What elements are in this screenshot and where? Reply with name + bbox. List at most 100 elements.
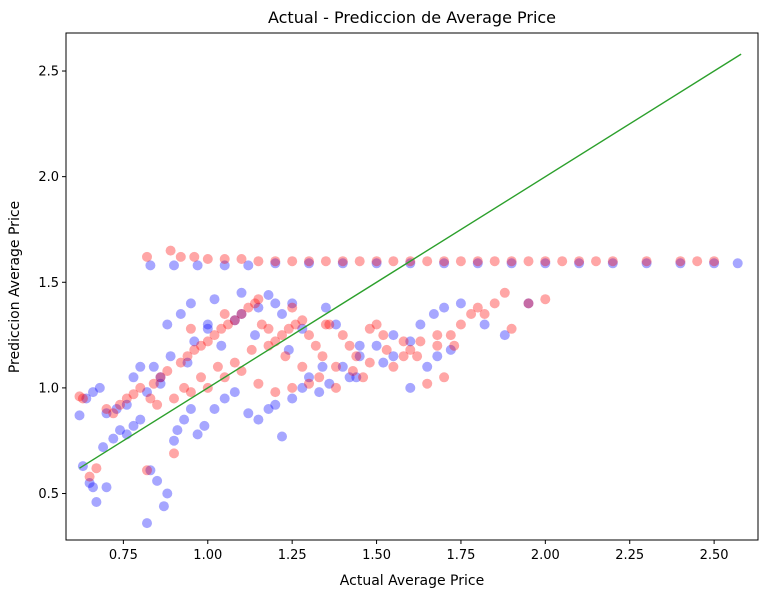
- data-point: [449, 340, 460, 351]
- data-point: [445, 330, 456, 341]
- data-point: [314, 372, 325, 383]
- data-point: [277, 309, 287, 319]
- data-point: [320, 302, 331, 313]
- x-tick-label: 1.00: [193, 548, 222, 563]
- data-point: [185, 323, 196, 334]
- data-point: [196, 340, 206, 351]
- data-point: [287, 393, 298, 404]
- data-point: [337, 258, 348, 269]
- data-point: [219, 260, 230, 271]
- data-point: [283, 344, 294, 355]
- data-point: [358, 372, 369, 383]
- data-point: [466, 309, 477, 319]
- data-point: [287, 256, 298, 267]
- data-point: [709, 256, 720, 267]
- x-tick-label: 0.75: [109, 548, 138, 563]
- data-point: [432, 351, 443, 362]
- data-point: [88, 482, 98, 493]
- data-point: [344, 372, 355, 383]
- data-point: [142, 387, 152, 398]
- data-point: [607, 258, 618, 269]
- data-point: [91, 463, 102, 474]
- data-point: [371, 319, 382, 330]
- data-point: [91, 497, 102, 507]
- data-point: [405, 336, 416, 347]
- data-point: [415, 319, 426, 330]
- data-point: [277, 330, 287, 341]
- data-point: [162, 319, 173, 330]
- data-point: [172, 425, 183, 436]
- data-point: [412, 351, 423, 362]
- data-point: [381, 344, 392, 355]
- data-point: [351, 351, 362, 362]
- y-tick-label: 1.5: [38, 276, 59, 291]
- data-point: [337, 361, 348, 372]
- data-point: [165, 351, 176, 362]
- data-point: [84, 478, 95, 488]
- data-point: [287, 382, 298, 393]
- data-point: [236, 287, 247, 298]
- data-point: [179, 382, 190, 393]
- data-point: [489, 298, 500, 309]
- data-point: [175, 309, 186, 319]
- data-point: [152, 475, 163, 486]
- data-point: [499, 330, 510, 341]
- x-axis-label: Actual Average Price: [340, 573, 484, 589]
- data-point: [185, 404, 196, 414]
- data-point: [128, 372, 139, 383]
- data-point: [732, 258, 743, 269]
- data-point: [229, 387, 240, 398]
- data-point: [135, 361, 146, 372]
- data-point: [162, 488, 173, 499]
- y-axis-label: Prediccion Average Price: [7, 201, 23, 373]
- chart-title: Actual - Prediccion de Average Price: [268, 8, 556, 27]
- data-point: [101, 408, 112, 419]
- data-point: [388, 256, 399, 267]
- data-point: [378, 357, 389, 368]
- data-point: [472, 256, 483, 267]
- data-point: [121, 399, 132, 410]
- data-point: [354, 256, 365, 267]
- data-point: [317, 361, 328, 372]
- data-point: [145, 465, 156, 476]
- data-point: [331, 382, 341, 393]
- data-point: [185, 298, 196, 309]
- data-point: [98, 442, 109, 453]
- data-point: [432, 330, 443, 341]
- data-point: [179, 414, 190, 425]
- data-point: [216, 323, 227, 334]
- data-point: [175, 251, 186, 262]
- data-point: [196, 372, 206, 383]
- data-point: [263, 404, 274, 414]
- data-point: [108, 408, 119, 419]
- data-point: [189, 344, 200, 355]
- data-point: [209, 294, 220, 305]
- data-point: [77, 393, 88, 404]
- data-point: [371, 258, 382, 269]
- data-point: [304, 378, 314, 389]
- data-point: [256, 319, 267, 330]
- data-point: [229, 315, 240, 326]
- data-point: [169, 393, 179, 404]
- data-point: [422, 378, 433, 389]
- data-point: [472, 302, 483, 313]
- data-point: [250, 298, 260, 309]
- data-point: [439, 258, 450, 269]
- data-point: [84, 471, 95, 482]
- data-point: [209, 330, 220, 341]
- data-point: [428, 309, 439, 319]
- data-point: [108, 433, 119, 444]
- data-point: [121, 393, 132, 404]
- data-point: [523, 298, 534, 309]
- data-point: [270, 387, 281, 398]
- data-point: [415, 336, 426, 347]
- data-point: [189, 336, 200, 347]
- data-point: [216, 340, 227, 351]
- data-point: [209, 404, 220, 414]
- y-tick-label: 2.0: [38, 170, 59, 185]
- data-point: [88, 387, 98, 398]
- data-point: [591, 256, 601, 267]
- y-tick-label: 1.0: [38, 381, 59, 396]
- data-point: [142, 465, 152, 476]
